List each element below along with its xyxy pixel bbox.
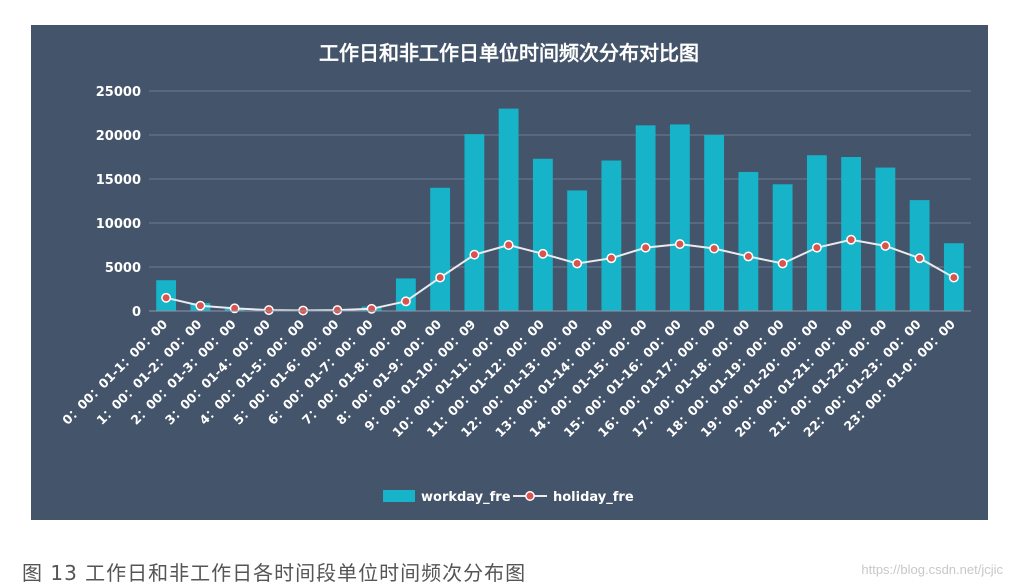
holiday-point <box>195 300 206 311</box>
holiday-point <box>640 242 651 253</box>
holiday-point <box>572 258 583 269</box>
workday-bar <box>772 184 793 311</box>
holiday-point <box>948 272 959 283</box>
y-tick-label: 5000 <box>105 261 141 276</box>
workday-bar <box>464 134 485 311</box>
holiday-point <box>674 239 685 250</box>
y-axis: 0 5000 10000 15000 20000 25000 <box>96 85 141 320</box>
holiday-point <box>332 305 343 316</box>
holiday-point <box>229 303 240 314</box>
holiday-point <box>606 253 617 264</box>
y-tick-label: 25000 <box>96 85 141 100</box>
holiday-point <box>435 272 446 283</box>
workday-bar <box>498 108 519 311</box>
workday-bar <box>841 157 862 311</box>
y-tick-label: 15000 <box>96 173 141 188</box>
holiday-point <box>366 303 377 314</box>
holiday-point <box>161 292 172 303</box>
x-axis: 0：00：01-1：00：001：00：01-2：00：002：00：01-3：… <box>59 310 971 440</box>
legend-label-holiday: holiday_fre <box>553 490 634 505</box>
holiday-point <box>743 251 754 262</box>
y-tick-label: 0 <box>132 305 141 320</box>
workday-bar <box>806 155 827 311</box>
chart-title: 工作日和非工作日单位时间频次分布对比图 <box>319 41 699 65</box>
line-layer <box>161 234 959 316</box>
figure-caption: 图 13 工作日和非工作日各时间段单位时间频次分布图 <box>22 561 527 585</box>
holiday-point <box>777 258 788 269</box>
holiday-line <box>165 238 955 312</box>
holiday-point <box>880 240 891 251</box>
workday-bar <box>704 135 725 311</box>
workday-bar <box>738 171 759 311</box>
bars-layer <box>156 108 964 311</box>
chart-svg: 工作日和非工作日单位时间频次分布对比图 0 5000 10000 15000 20000… <box>59 41 971 505</box>
legend: workday_fre holiday_fre <box>383 490 634 505</box>
holiday-point <box>846 234 857 245</box>
holiday-point <box>263 305 274 316</box>
legend-label-workday: workday_fre <box>421 490 511 505</box>
legend-swatch-workday <box>383 490 415 502</box>
workday-bar <box>669 124 690 311</box>
holiday-point <box>400 296 411 307</box>
holiday-point <box>811 242 822 253</box>
holiday-point <box>503 240 514 250</box>
y-tick-label: 20000 <box>96 129 141 144</box>
workday-bar <box>567 190 588 311</box>
holiday-point <box>537 248 548 259</box>
workday-bar <box>875 167 896 311</box>
holiday-point <box>469 249 480 260</box>
holiday-point <box>709 243 720 254</box>
y-tick-label: 10000 <box>96 217 141 232</box>
workday-bar <box>601 160 622 311</box>
workday-bar <box>532 158 553 311</box>
workday-bar <box>635 125 656 311</box>
chart-panel: 工作日和非工作日单位时间频次分布对比图 0 5000 10000 15000 20000… <box>31 25 988 520</box>
holiday-point <box>914 253 925 264</box>
watermark: https://blog.csdn.net/jcjic <box>861 562 1003 577</box>
legend-swatch-holiday-marker <box>525 491 535 501</box>
workday-bar <box>430 187 451 311</box>
